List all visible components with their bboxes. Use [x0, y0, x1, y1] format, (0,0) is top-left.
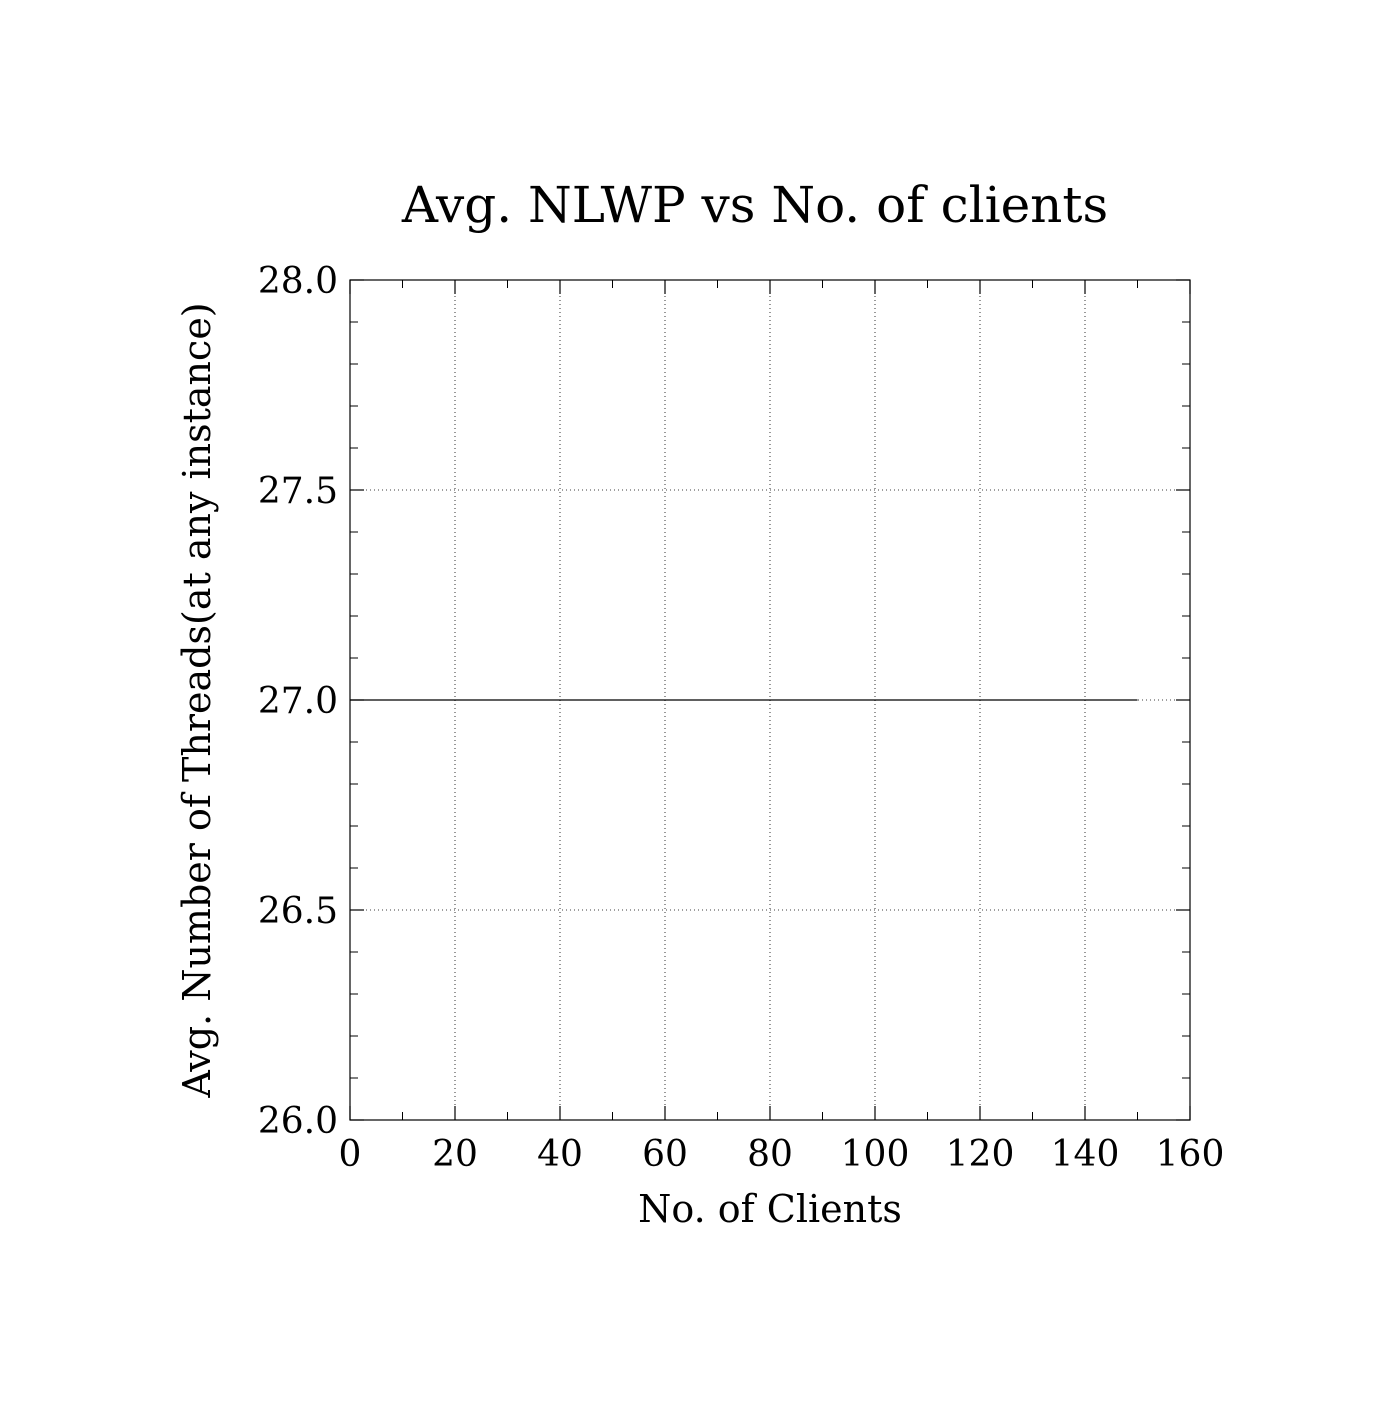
x-tick-label: 60	[642, 1134, 688, 1175]
y-tick-label: 26.5	[258, 891, 338, 932]
y-tick-label-layer: 26.0 26.5 27.0 27.5 28.0	[258, 261, 338, 1142]
x-tick-label: 40	[537, 1134, 583, 1175]
x-tick-label: 100	[841, 1134, 910, 1175]
plot-frame	[349, 279, 1191, 1121]
x-axis-label: No. of Clients	[638, 1187, 902, 1231]
x-tick-label: 20	[432, 1134, 478, 1175]
x-tick-label: 120	[946, 1134, 1015, 1175]
y-tick-label: 27.5	[258, 471, 338, 512]
chart-title: Avg. NLWP vs No. of clients	[401, 176, 1108, 234]
y-tick-label: 28.0	[258, 261, 338, 302]
y-tick-label: 26.0	[258, 1101, 338, 1142]
y-tick-label: 27.0	[258, 681, 338, 722]
x-tick-label: 80	[747, 1134, 793, 1175]
x-tick-label: 160	[1156, 1134, 1225, 1175]
x-tick-label: 140	[1051, 1134, 1120, 1175]
x-tick-label-layer: 0 20 40 60 80 100 120 140 160	[339, 1134, 1225, 1175]
x-tick-label: 0	[339, 1134, 362, 1175]
y-axis-label: Avg. Number of Threads(at any instance)	[175, 302, 219, 1098]
